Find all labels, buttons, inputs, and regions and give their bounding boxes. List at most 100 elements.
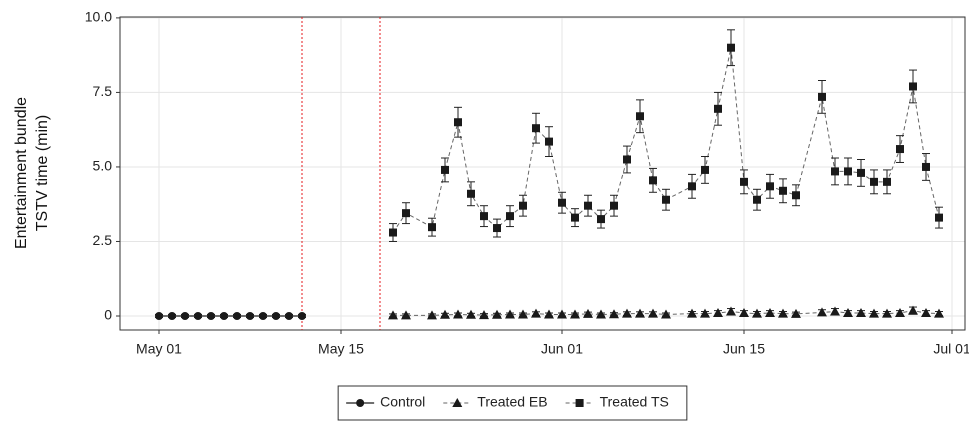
point (194, 311, 202, 320)
point (466, 309, 476, 319)
point (935, 213, 943, 222)
point (778, 308, 788, 318)
point (557, 309, 567, 319)
point (570, 309, 580, 319)
point (401, 310, 411, 320)
point (453, 309, 463, 319)
point (753, 195, 761, 204)
point (688, 182, 696, 191)
point (726, 306, 736, 316)
point (493, 224, 501, 233)
point (831, 167, 839, 176)
point (596, 309, 606, 319)
legend-box (337, 385, 688, 421)
point (181, 311, 189, 320)
y-tick-label: 2.5 (93, 232, 113, 248)
point (259, 311, 267, 320)
legend-label: Treated TS (600, 394, 669, 410)
point (896, 145, 904, 154)
legend-label: Control (380, 394, 425, 410)
point (518, 309, 528, 319)
point (870, 177, 878, 186)
point (648, 308, 658, 318)
y-tick-label: 0 (104, 307, 112, 323)
point (687, 308, 697, 318)
point (752, 308, 762, 318)
point (440, 309, 450, 319)
x-tick-label: Jun 15 (723, 341, 765, 357)
legend-label: Treated EB (477, 394, 547, 410)
point (609, 309, 619, 319)
y-tick-label: 5.0 (93, 158, 113, 174)
y-tick-label: 7.5 (93, 83, 113, 99)
x-tick-label: May 01 (136, 341, 182, 357)
point (934, 308, 944, 318)
point (427, 310, 437, 320)
legend-marker (575, 399, 584, 407)
point (532, 124, 540, 133)
point (765, 308, 775, 318)
point (766, 182, 774, 191)
point (739, 308, 749, 318)
x-tick-label: Jul 01 (933, 341, 969, 357)
point (635, 308, 645, 318)
point (207, 311, 215, 320)
point (779, 186, 787, 195)
point (700, 308, 710, 318)
point (480, 212, 488, 221)
point (740, 177, 748, 186)
point (817, 307, 827, 317)
point (869, 308, 879, 318)
point (454, 118, 462, 127)
series-line (393, 310, 940, 316)
point (519, 201, 527, 210)
point (623, 155, 631, 164)
point (857, 168, 865, 177)
plot-border (119, 16, 966, 331)
point (531, 308, 541, 318)
point (882, 308, 892, 318)
legend-marker (452, 398, 463, 407)
point (571, 213, 579, 222)
point (843, 308, 853, 318)
point (883, 177, 891, 186)
point (492, 309, 502, 319)
point (597, 215, 605, 224)
x-tick-label: Jun 01 (541, 341, 583, 357)
series-line (392, 47, 940, 233)
point (908, 305, 918, 315)
point (895, 308, 905, 318)
point (636, 112, 644, 121)
point (792, 191, 800, 200)
point (714, 104, 722, 113)
point (558, 198, 566, 207)
point (622, 308, 632, 318)
point (922, 162, 930, 171)
point (649, 176, 657, 185)
y-axis-label: TSTV time (min) (34, 115, 51, 231)
point (701, 165, 709, 174)
point (285, 311, 293, 320)
point (389, 228, 397, 237)
point (272, 311, 280, 320)
point (298, 311, 306, 320)
point (818, 92, 826, 101)
point (661, 309, 671, 319)
y-tick-label: 10.0 (85, 9, 112, 25)
point (402, 209, 410, 218)
point (467, 189, 475, 198)
point (233, 311, 241, 320)
point (610, 201, 618, 210)
legend-marker (356, 399, 365, 407)
point (428, 223, 436, 232)
point (713, 308, 723, 318)
point (506, 212, 514, 221)
point (856, 308, 866, 318)
point (584, 201, 592, 210)
point (505, 309, 515, 319)
point (545, 137, 553, 146)
point (583, 308, 593, 318)
point (220, 311, 228, 320)
point (921, 308, 931, 318)
